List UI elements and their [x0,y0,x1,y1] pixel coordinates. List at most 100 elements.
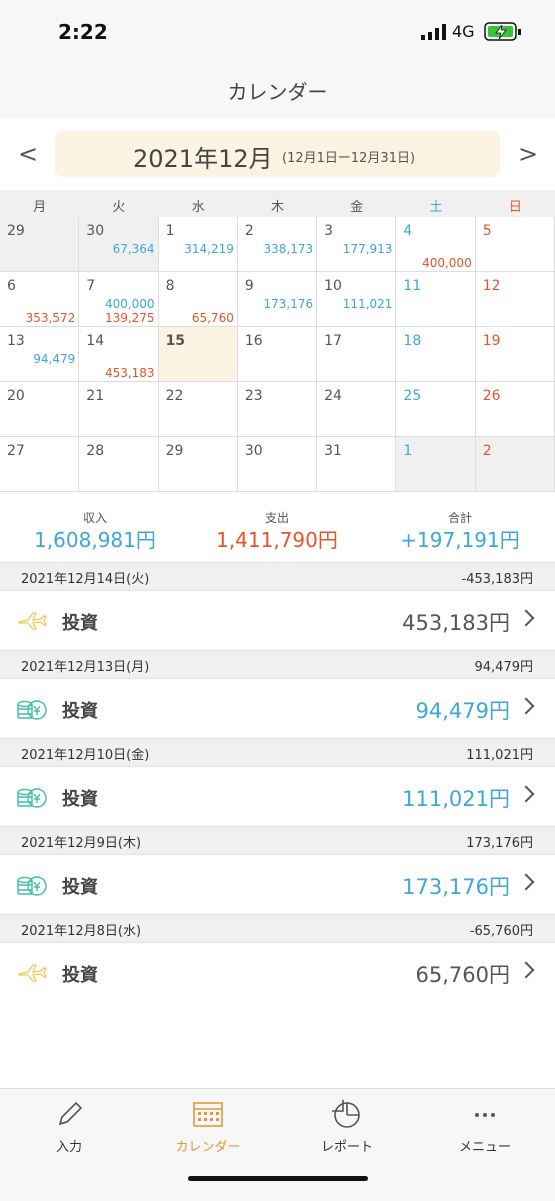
calendar-cell[interactable] [158,327,238,382]
date-total: 173,176円 [466,836,533,851]
day-number: 11 [403,278,422,294]
date-header [0,914,555,943]
tab-label[interactable]: カレンダー [175,1140,241,1155]
calendar-cell[interactable] [475,272,555,327]
date-label: 2021年12月13日(月) [21,660,150,675]
income-amount: 338,173 [263,242,314,256]
calendar-cell[interactable] [317,327,397,382]
calendar-cell[interactable] [79,217,159,272]
next-month[interactable]: > [518,140,539,168]
income-amount: 67,364 [112,242,155,256]
calendar-cell[interactable] [396,382,476,437]
calendar-cell[interactable] [317,437,397,492]
plane-icon [18,964,48,982]
day-number: 31 [324,443,342,459]
transaction-amount: 111,021円 [402,787,510,811]
day-number: 19 [482,333,501,349]
calendar-cell[interactable] [475,327,555,382]
transaction-row[interactable] [0,942,555,1003]
weekday-header [0,190,555,217]
calendar-cell[interactable] [79,437,159,492]
summary-label: 合計 [447,511,472,525]
calendar-cell[interactable] [237,437,318,492]
day-number: 13 [7,333,25,349]
top-bar [0,0,555,118]
month-box[interactable] [55,131,500,177]
calendar-cell[interactable] [158,382,238,437]
day-number: 14 [86,333,105,349]
calendar-cell[interactable] [396,437,476,492]
day-number: 27 [7,443,25,459]
calendar-cell[interactable] [79,382,159,437]
tab-label[interactable]: メニュー [458,1140,511,1155]
calendar-cell[interactable] [237,382,318,437]
date-label: 2021年12月14日(火) [21,572,150,587]
calendar-cell[interactable] [79,327,159,382]
calendar-cell[interactable] [0,437,80,492]
weekday: 木 [270,200,284,215]
page-title: カレンダー [227,80,328,104]
calendar-cell[interactable] [396,327,476,382]
tab-icons [58,1100,495,1128]
day-number: 15 [165,333,186,349]
date-label: 2021年12月8日(水) [21,924,142,939]
calendar-cell[interactable] [475,437,555,492]
weekday: 日 [508,200,522,215]
category-label: 投資 [62,789,98,810]
day-number: 26 [482,388,501,404]
date-header [0,826,555,855]
day-number: 29 [165,443,184,459]
day-number: 30 [86,223,105,239]
home-indicator [188,1176,368,1181]
calendar-cell[interactable] [158,272,238,327]
day-number: 2 [482,443,492,459]
calendar-cell[interactable] [237,217,318,272]
date-label: 2021年12月9日(木) [21,836,142,851]
day-number: 22 [165,388,184,404]
weekday: 土 [429,200,443,215]
calendar-cell[interactable] [317,272,397,327]
calendar-cell[interactable] [237,272,318,327]
day-number: 24 [324,388,342,404]
calendar-cell[interactable] [0,382,80,437]
calendar-cell[interactable] [396,272,476,327]
calendar-cell[interactable] [158,437,238,492]
calendar-cell[interactable] [317,217,397,272]
calendar-cell[interactable] [317,382,397,437]
calendar-cell[interactable] [158,217,238,272]
transaction-amount: 65,760円 [415,963,510,987]
coins-icon [17,876,47,896]
tab-bar [0,1088,555,1201]
calendar-cell[interactable] [0,217,80,272]
day-number: 10 [324,278,342,294]
tab-label[interactable]: レポート [320,1140,373,1155]
month-range: (12月1日ー12月31日) [282,151,416,166]
calendar-cell[interactable] [475,217,555,272]
calendar-cell[interactable] [475,382,555,437]
calendar-cell[interactable] [0,327,80,382]
transaction-row[interactable] [0,854,555,915]
tab-label[interactable]: 入力 [55,1140,82,1155]
income-amount: 177,913 [342,242,393,256]
day-number: 29 [7,223,25,239]
signal-icon [421,24,446,40]
calendar-cell[interactable] [0,272,80,327]
calendar-cell[interactable] [79,272,159,327]
month-label: 2021年12月 [133,145,273,173]
prev-month[interactable]: < [18,140,39,168]
category-label: 投資 [62,965,98,986]
date-total: 94,479円 [474,660,534,675]
calendar-cell[interactable] [396,217,476,272]
day-number: 23 [244,388,263,404]
transaction-row[interactable] [0,766,555,827]
coins-icon [17,788,47,808]
day-number: 28 [86,443,105,459]
summary-value: 1,411,790円 [216,528,338,552]
calendar-cell[interactable] [237,327,318,382]
summary-label: 収入 [82,511,107,525]
transaction-row[interactable] [0,678,555,739]
date-total: -453,183円 [461,572,533,587]
summary-value: 1,608,981円 [34,528,156,552]
transaction-row[interactable] [0,590,555,651]
transaction-amount: 173,176円 [402,875,510,899]
